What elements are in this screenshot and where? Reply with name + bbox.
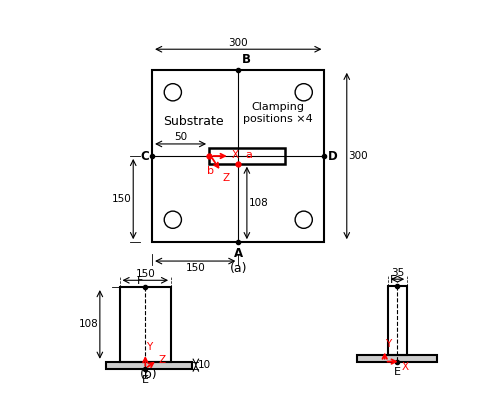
Text: 150: 150 <box>136 270 155 280</box>
Bar <box>106 362 192 368</box>
Text: (a): (a) <box>230 262 247 275</box>
Text: Y: Y <box>146 342 152 352</box>
Text: B: B <box>242 54 250 66</box>
Text: 300: 300 <box>348 151 368 161</box>
Text: Y: Y <box>386 339 392 349</box>
Bar <box>358 355 438 362</box>
Text: 150: 150 <box>112 194 132 204</box>
Text: X: X <box>232 150 238 160</box>
Text: 10: 10 <box>198 360 210 370</box>
Text: Z: Z <box>223 173 230 183</box>
Text: F: F <box>390 275 396 285</box>
Bar <box>388 286 407 355</box>
Text: X: X <box>402 362 408 372</box>
Text: Clamping
positions ×4: Clamping positions ×4 <box>243 102 313 124</box>
Text: 108: 108 <box>248 198 268 208</box>
Bar <box>120 287 171 362</box>
Bar <box>209 148 285 164</box>
Text: Z: Z <box>158 355 166 365</box>
Text: 150: 150 <box>186 263 205 273</box>
Text: a: a <box>245 150 252 160</box>
Bar <box>152 70 324 242</box>
Text: 108: 108 <box>79 320 99 330</box>
Text: A: A <box>234 247 243 260</box>
Text: Substrate: Substrate <box>163 115 224 128</box>
Text: E: E <box>142 374 149 384</box>
Text: C: C <box>140 150 148 162</box>
Text: D: D <box>328 150 338 162</box>
Text: 300: 300 <box>228 38 248 48</box>
Text: 35: 35 <box>391 268 404 278</box>
Text: (b): (b) <box>140 368 158 382</box>
Text: F: F <box>137 276 143 286</box>
Text: 50: 50 <box>174 132 187 142</box>
Text: b: b <box>207 166 214 176</box>
Text: E: E <box>394 367 401 377</box>
